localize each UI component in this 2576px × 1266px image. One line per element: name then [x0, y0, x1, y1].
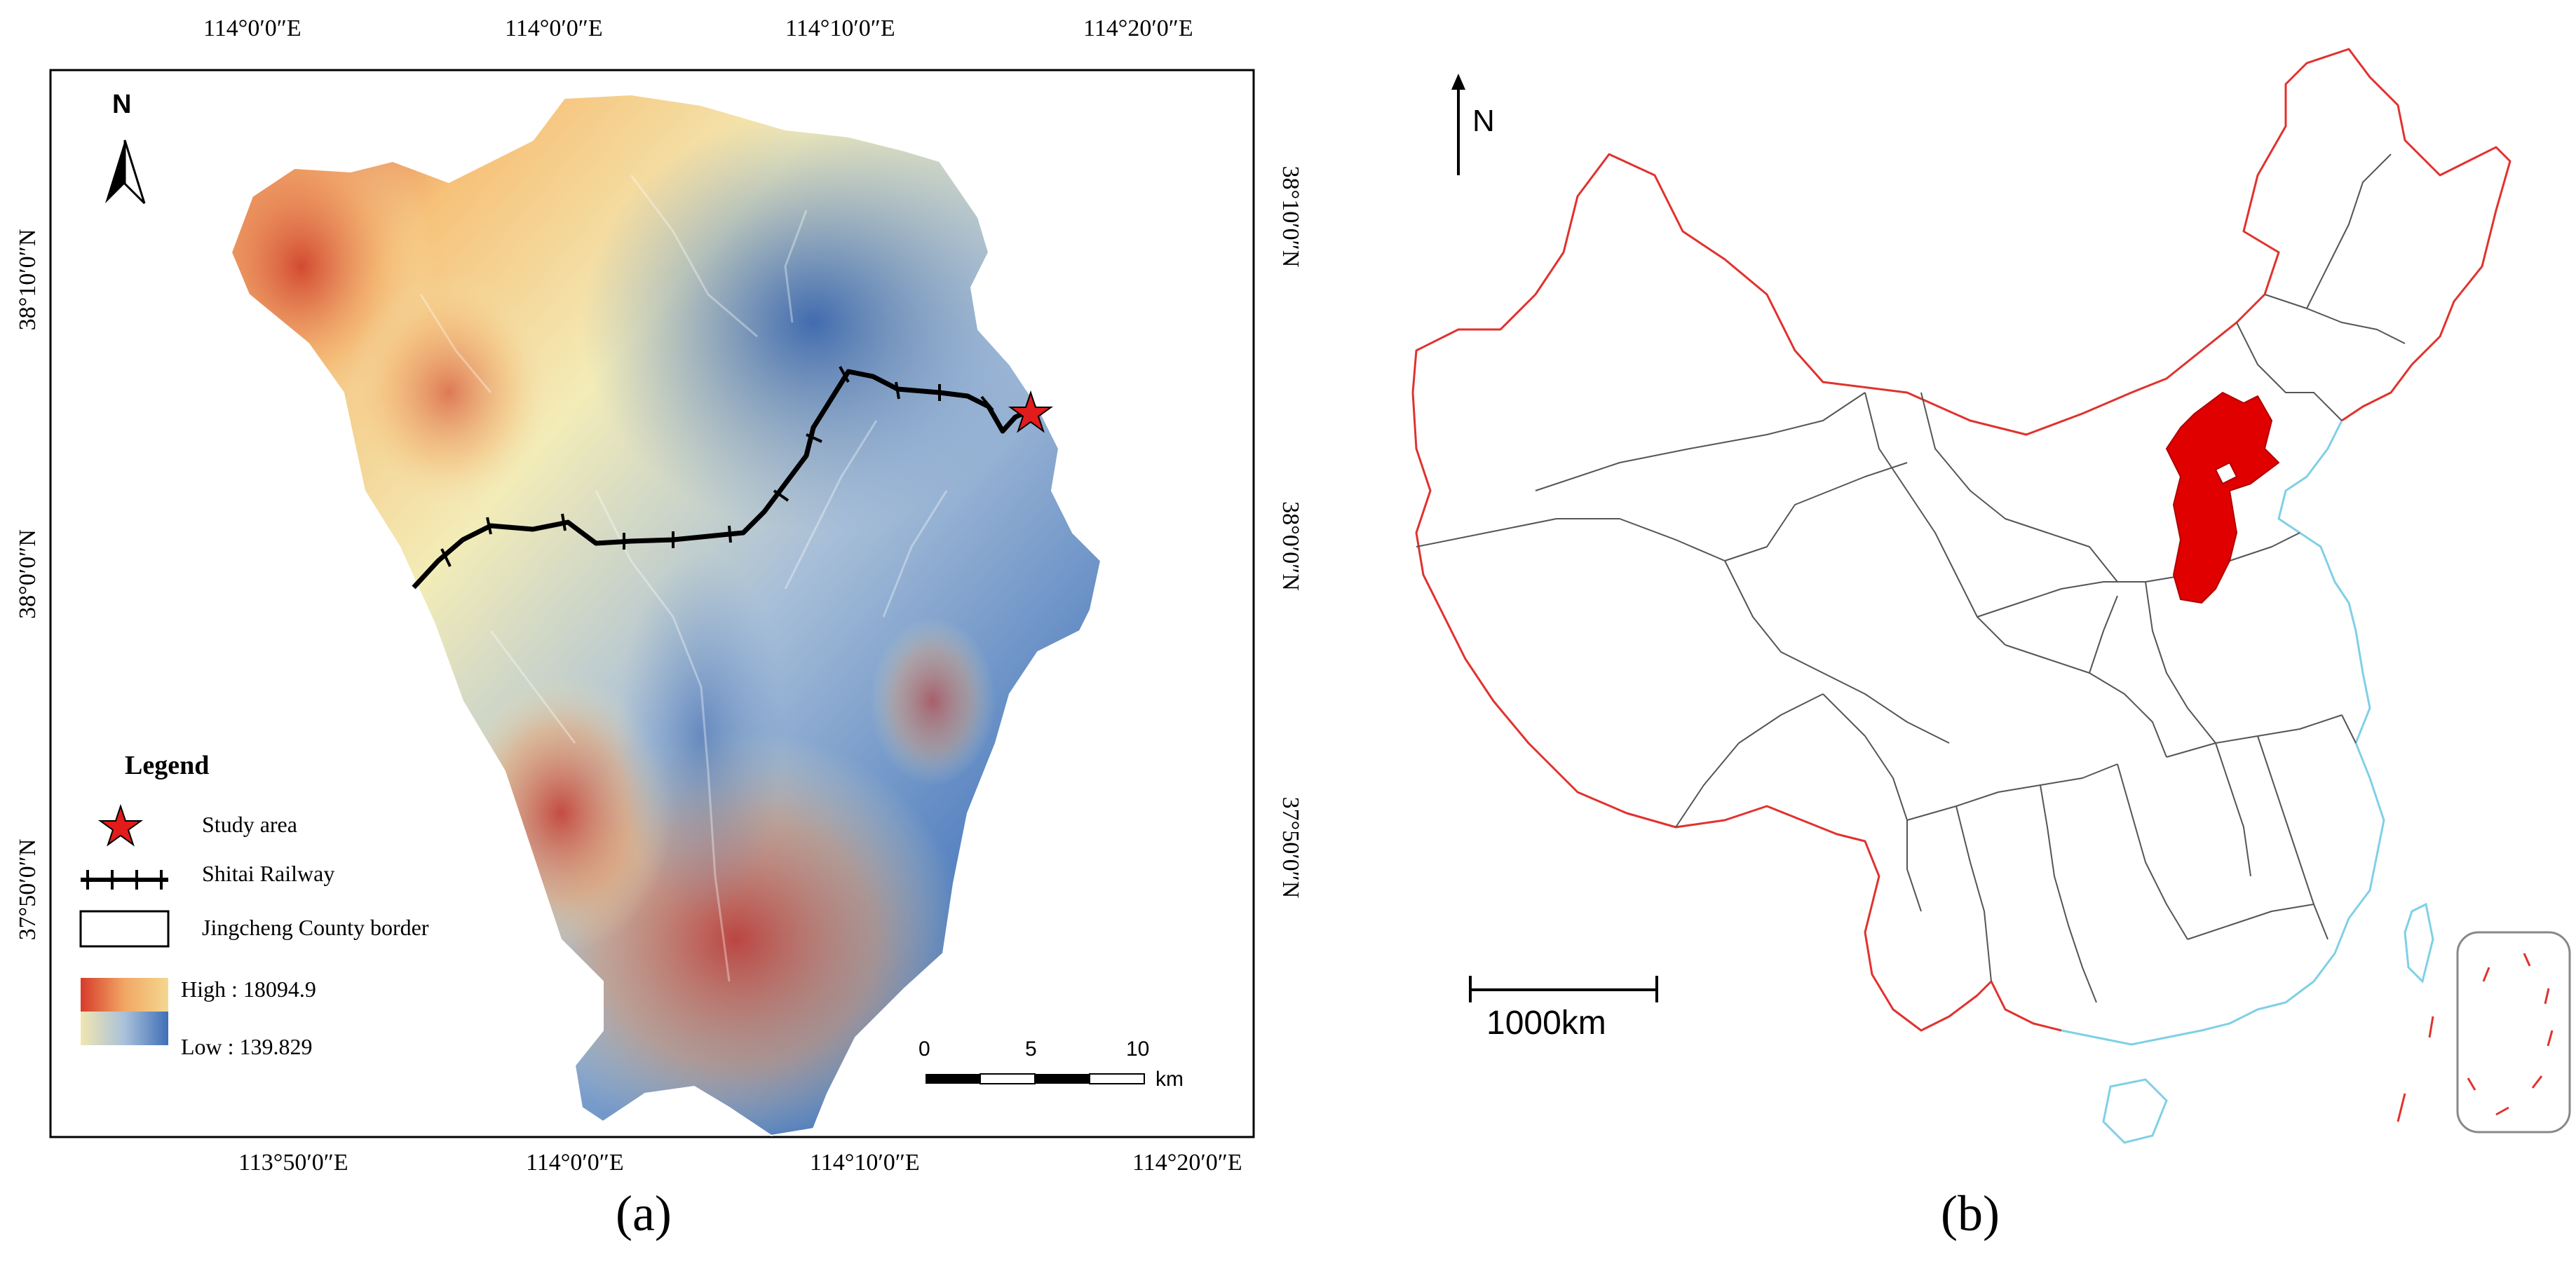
top-tick-4: 114°20′0″E: [1083, 15, 1193, 41]
coastline: [2061, 420, 2385, 1046]
caption-b: (b): [1941, 1185, 2000, 1241]
china-map-svg: [1411, 48, 2571, 1144]
south-china-sea-inset: [2456, 931, 2571, 1134]
legend-study-area-label: Study area: [202, 812, 297, 837]
panel-a-elevation-map: 114°0′0″E 114°0′0″E 114°10′0″E 114°20′0″…: [0, 0, 1303, 1266]
panel-b-china-map: N 1000km (b): [1374, 0, 2576, 1266]
legend-star-icon: [97, 803, 144, 847]
scale-bar-a: [926, 1073, 1145, 1084]
caption-a: (a): [616, 1185, 672, 1241]
scale-tick-10: 10: [1126, 1037, 1150, 1061]
top-tick-1: 114°0′0″E: [203, 15, 301, 41]
map-frame: [49, 69, 1255, 1138]
scale-tick-5: 5: [1025, 1037, 1037, 1061]
legend-high-label: High : 18094.9: [181, 976, 316, 1002]
bottom-tick-3: 114°10′0″E: [810, 1150, 920, 1176]
scale-bar-b: [1469, 976, 1658, 1002]
legend-border-label: Jingcheng County border: [202, 915, 429, 940]
top-tick-3: 114°10′0″E: [785, 15, 895, 41]
legend-low-label: Low : 139.829: [181, 1034, 313, 1059]
legend-railway-icon: [81, 870, 168, 890]
scale-label-b: 1000km: [1486, 1005, 1606, 1042]
bottom-tick-4: 114°20′0″E: [1132, 1150, 1242, 1176]
national-border-southwest: [1411, 392, 2062, 1032]
taiwan-island: [2404, 902, 2434, 983]
scale-unit: km: [1155, 1068, 1184, 1091]
scale-tick-0: 0: [918, 1037, 930, 1061]
shitai-railway: [412, 366, 1032, 590]
nine-dash-line: [2397, 953, 2554, 1122]
beijing-tianjin-hole: [2214, 461, 2238, 485]
national-border: [1411, 48, 2511, 436]
bottom-tick-1: 113°50′0″E: [238, 1150, 348, 1176]
legend-title: Legend: [125, 751, 210, 780]
elevation-map-svg: [49, 69, 1255, 1138]
north-label-a: N: [112, 90, 132, 119]
hebei-province-highlight: [2166, 392, 2279, 604]
legend-railway-label: Shitai Railway: [202, 861, 335, 886]
north-label-b: N: [1472, 104, 1495, 138]
study-area-star-map: [1008, 390, 1054, 433]
north-arrow-b: [1451, 74, 1465, 175]
province-borders: [1416, 154, 2406, 1003]
county-border: [230, 93, 1102, 1137]
north-arrow-a: [105, 139, 146, 205]
hainan-island: [2102, 1078, 2168, 1144]
legend-ramp-low: [81, 1012, 168, 1045]
top-tick-2: 114°0′0″E: [505, 15, 603, 41]
legend-border-icon: [79, 910, 170, 948]
legend-ramp-high: [81, 978, 168, 1012]
bottom-tick-2: 114°0′0″E: [526, 1150, 624, 1176]
